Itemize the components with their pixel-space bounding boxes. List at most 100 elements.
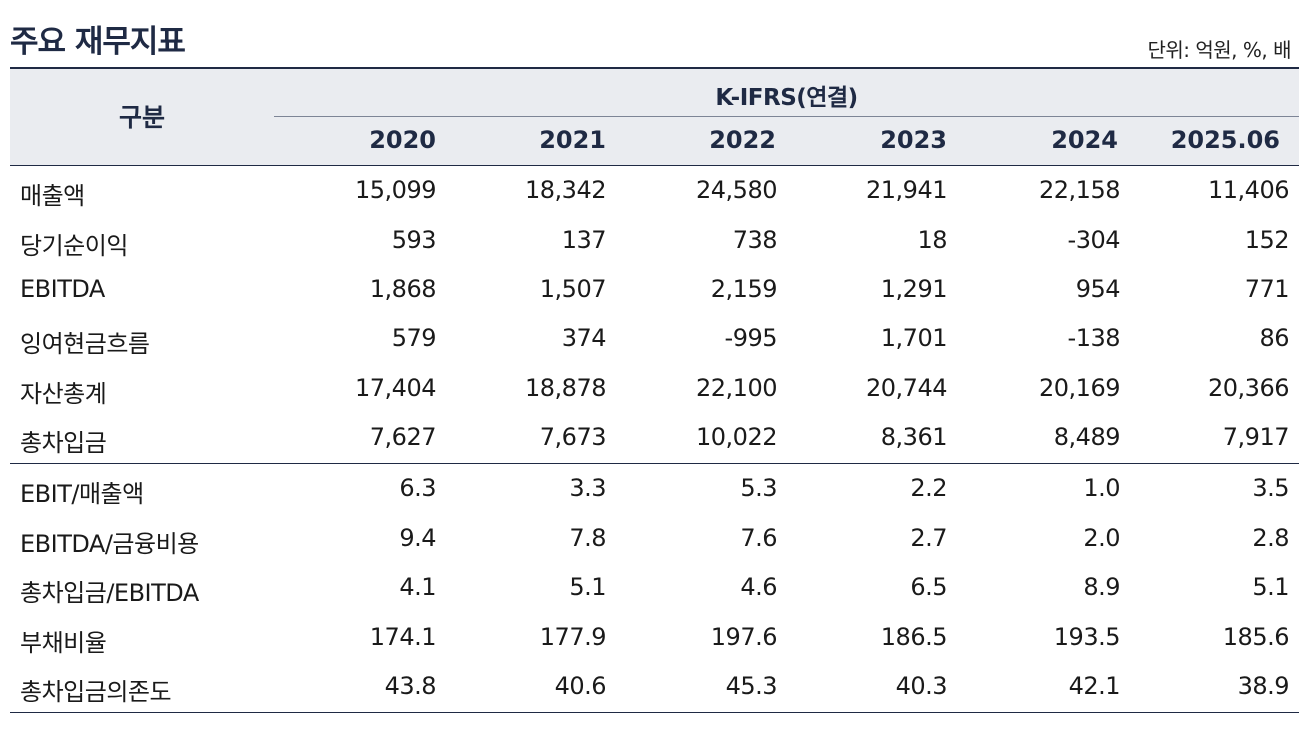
table-cell: 193.5 xyxy=(1053,623,1121,651)
table-cell: 40.6 xyxy=(554,672,607,700)
table-cell: 7,917 xyxy=(1222,423,1290,451)
year-header: 2021 xyxy=(539,126,606,154)
table-row: 총차입금 7,627 7,673 10,022 8,361 8,489 7,917 xyxy=(10,417,1299,457)
table-cell: 15,099 xyxy=(355,176,436,204)
table-cell: 7,627 xyxy=(369,423,437,451)
table-cell: 40.3 xyxy=(895,672,948,700)
category-header: 구분 xyxy=(118,103,165,132)
table-cell: 152 xyxy=(1244,226,1290,254)
year-header: 2023 xyxy=(880,126,947,154)
table-cell: 22,100 xyxy=(696,374,777,402)
table-row: EBIT/매출액 6.3 3.3 5.3 2.2 1.0 3.5 xyxy=(10,468,1299,508)
table-cell: 137 xyxy=(561,226,607,254)
table-cell: 45.3 xyxy=(725,672,778,700)
table-cell: 9.4 xyxy=(399,524,436,552)
table-cell: 738 xyxy=(732,226,778,254)
table-cell: 20,744 xyxy=(866,374,947,402)
table-row: 자산총계 17,404 18,878 22,100 20,744 20,169 20,366 xyxy=(10,368,1299,408)
row-label: 당기순이익 xyxy=(20,232,128,260)
table-cell: 771 xyxy=(1244,275,1290,303)
table-cell: 177.9 xyxy=(539,623,607,651)
row-label: EBIT/매출액 xyxy=(20,480,144,508)
table-cell: -995 xyxy=(724,324,778,352)
table-cell: 8.9 xyxy=(1083,573,1120,601)
table-cell: 42.1 xyxy=(1068,672,1121,700)
table-cell: 5.1 xyxy=(1252,573,1289,601)
header-bottom-rule xyxy=(10,165,1299,166)
table-cell: 18 xyxy=(917,226,947,254)
table-cell: 2,159 xyxy=(710,275,778,303)
table-cell: 20,366 xyxy=(1208,374,1289,402)
table-row: 매출액 15,099 18,342 24,580 21,941 22,158 11,406 xyxy=(10,170,1299,210)
table-cell: 6.3 xyxy=(399,474,436,502)
row-label: 부채비율 xyxy=(20,629,107,657)
table-cell: 7,673 xyxy=(539,423,607,451)
table-cell: 20,169 xyxy=(1039,374,1120,402)
table-cell: 8,489 xyxy=(1053,423,1121,451)
group-header: K-IFRS(연결) xyxy=(715,85,858,111)
table-row: EBITDA 1,868 1,507 2,159 1,291 954 771 xyxy=(10,269,1299,309)
table-cell: 22,158 xyxy=(1039,176,1120,204)
row-label: 총차입금 xyxy=(20,429,107,457)
table-cell: 5.1 xyxy=(569,573,606,601)
table-cell: 17,404 xyxy=(355,374,436,402)
table-cell: 4.6 xyxy=(740,573,777,601)
table-cell: 24,580 xyxy=(696,176,777,204)
table-row: 당기순이익 593 137 738 18 -304 152 xyxy=(10,220,1299,260)
table-cell: -304 xyxy=(1067,226,1121,254)
year-header: 2020 xyxy=(369,126,436,154)
header-divider xyxy=(274,116,1299,117)
year-header: 2025.06 xyxy=(1170,126,1280,154)
table-cell: 21,941 xyxy=(866,176,947,204)
table-cell: 18,878 xyxy=(525,374,606,402)
table-cell: 185.6 xyxy=(1222,623,1290,651)
table-cell: 11,406 xyxy=(1208,176,1289,204)
table-cell: 18,342 xyxy=(525,176,606,204)
table-cell: 3.3 xyxy=(569,474,606,502)
table-cell: 1.0 xyxy=(1083,474,1120,502)
table-cell: 1,701 xyxy=(880,324,948,352)
row-label: 잉여현금흐름 xyxy=(20,330,150,358)
table-cell: 8,361 xyxy=(880,423,948,451)
row-label: EBITDA/금융비용 xyxy=(20,530,199,558)
row-label: 총차입금/EBITDA xyxy=(20,579,199,607)
table-cell: 186.5 xyxy=(880,623,948,651)
page-title: 주요 재무지표 xyxy=(10,24,186,60)
table-bottom-rule xyxy=(10,712,1299,713)
table-cell: 2.0 xyxy=(1083,524,1120,552)
unit-note: 단위: 억원, %, 배 xyxy=(1147,38,1291,62)
table-cell: 374 xyxy=(561,324,607,352)
table-cell: 197.6 xyxy=(710,623,778,651)
table-cell: 1,868 xyxy=(369,275,437,303)
table-cell: 43.8 xyxy=(384,672,437,700)
group-divider xyxy=(10,463,1299,464)
table-cell: 2.7 xyxy=(910,524,947,552)
table-cell: 579 xyxy=(391,324,437,352)
table-cell: 593 xyxy=(391,226,437,254)
table-cell: 10,022 xyxy=(696,423,777,451)
table-cell: 1,507 xyxy=(539,275,607,303)
table-row: EBITDA/금융비용 9.4 7.8 7.6 2.7 2.0 2.8 xyxy=(10,518,1299,558)
table-cell: 2.8 xyxy=(1252,524,1289,552)
row-label: 자산총계 xyxy=(20,380,107,408)
table-row: 총차입금/EBITDA 4.1 5.1 4.6 6.5 8.9 5.1 xyxy=(10,567,1299,607)
year-header: 2024 xyxy=(1051,126,1118,154)
table-cell: 38.9 xyxy=(1237,672,1290,700)
table-cell: 1,291 xyxy=(880,275,948,303)
table-cell: 174.1 xyxy=(369,623,437,651)
table-cell: 4.1 xyxy=(399,573,436,601)
table-cell: 5.3 xyxy=(740,474,777,502)
table-cell: 7.8 xyxy=(569,524,606,552)
table-cell: 6.5 xyxy=(910,573,947,601)
table-cell: 3.5 xyxy=(1252,474,1289,502)
table-cell: 954 xyxy=(1075,275,1121,303)
table-row: 잉여현금흐름 579 374 -995 1,701 -138 86 xyxy=(10,318,1299,358)
row-label: 매출액 xyxy=(20,182,85,210)
table-cell: -138 xyxy=(1067,324,1121,352)
table-row: 총차입금의존도 43.8 40.6 45.3 40.3 42.1 38.9 xyxy=(10,666,1299,706)
row-label: 총차입금의존도 xyxy=(20,678,172,706)
table-header xyxy=(10,69,1299,165)
table-cell: 7.6 xyxy=(740,524,777,552)
table-top-rule xyxy=(10,67,1299,69)
row-label: EBITDA xyxy=(20,275,105,303)
